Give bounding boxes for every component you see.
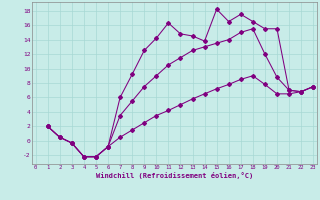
X-axis label: Windchill (Refroidissement éolien,°C): Windchill (Refroidissement éolien,°C) xyxy=(96,172,253,179)
